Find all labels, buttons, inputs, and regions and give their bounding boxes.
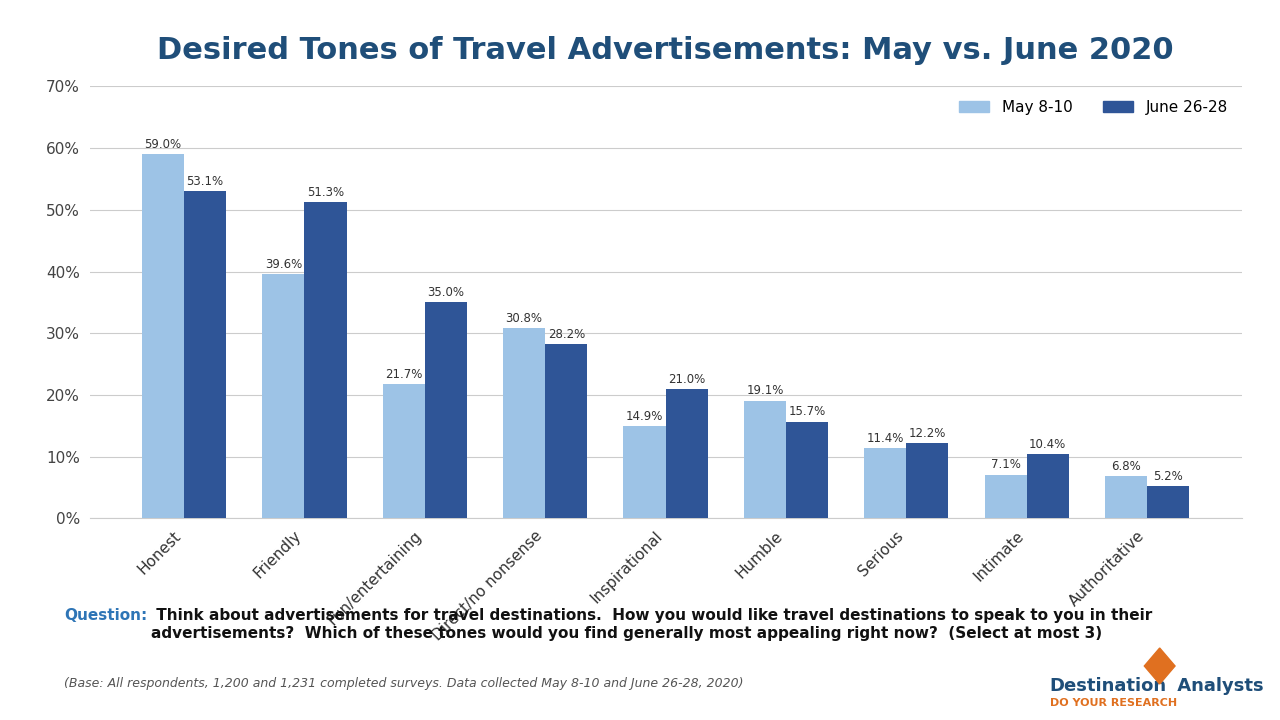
Text: (Base: All respondents, 1,200 and 1,231 completed surveys. Data collected May 8-: (Base: All respondents, 1,200 and 1,231 … (64, 677, 744, 690)
Bar (1105, 477, 1147, 518)
Bar (545, 344, 588, 518)
Text: Analysts: Analysts (1171, 677, 1263, 695)
Text: 14.9%: 14.9% (626, 410, 663, 423)
Bar (1027, 454, 1069, 518)
Text: 53.1%: 53.1% (187, 175, 224, 188)
Legend: May 8-10, June 26-28: May 8-10, June 26-28 (952, 94, 1234, 121)
Bar (666, 389, 708, 518)
Bar (864, 448, 906, 518)
Bar (1147, 486, 1189, 518)
Text: Question:: Question: (64, 608, 147, 624)
Text: 6.8%: 6.8% (1111, 460, 1140, 473)
Text: 35.0%: 35.0% (428, 287, 465, 300)
Bar (305, 202, 347, 518)
Text: 51.3%: 51.3% (307, 186, 344, 199)
Text: 15.7%: 15.7% (788, 405, 826, 418)
Bar (142, 154, 184, 518)
Text: 7.1%: 7.1% (991, 459, 1020, 472)
Text: 21.7%: 21.7% (385, 369, 422, 382)
Text: DO YOUR RESEARCH: DO YOUR RESEARCH (1050, 698, 1176, 708)
Text: Destination: Destination (1050, 677, 1167, 695)
Text: 10.4%: 10.4% (1029, 438, 1066, 451)
Text: 5.2%: 5.2% (1153, 470, 1183, 483)
Bar (744, 400, 786, 518)
Bar (262, 274, 305, 518)
Text: Think about advertisements for travel destinations.  How you would like travel d: Think about advertisements for travel de… (151, 608, 1152, 641)
Text: 11.4%: 11.4% (867, 432, 904, 445)
Text: 12.2%: 12.2% (909, 427, 946, 440)
Text: 39.6%: 39.6% (265, 258, 302, 271)
Bar (786, 421, 828, 518)
Bar (503, 328, 545, 518)
Title: Desired Tones of Travel Advertisements: May vs. June 2020: Desired Tones of Travel Advertisements: … (157, 35, 1174, 65)
Text: 59.0%: 59.0% (145, 138, 182, 151)
Text: 28.2%: 28.2% (548, 328, 585, 341)
Bar (184, 191, 227, 518)
Text: 21.0%: 21.0% (668, 373, 705, 386)
Bar (623, 426, 666, 518)
Text: 19.1%: 19.1% (746, 384, 783, 397)
Bar (383, 384, 425, 518)
Bar (906, 443, 948, 518)
Bar (984, 474, 1027, 518)
Bar (425, 302, 467, 518)
Text: 30.8%: 30.8% (506, 312, 543, 325)
